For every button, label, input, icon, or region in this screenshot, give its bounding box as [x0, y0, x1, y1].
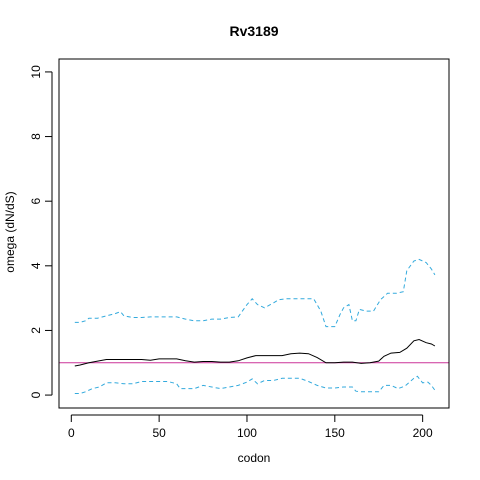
chart-title: Rv3189 [229, 23, 278, 39]
x-tick-label: 200 [413, 426, 433, 440]
plot-area-border [58, 58, 450, 409]
x-tick-label: 100 [237, 426, 257, 440]
y-axis-label: omega (dN/dS) [3, 191, 17, 272]
x-tick-label: 150 [325, 426, 345, 440]
y-tick-label: 4 [29, 262, 43, 269]
series-line-estimate [74, 338, 436, 367]
y-tick-label: 0 [29, 391, 43, 398]
x-tick-label: 0 [68, 426, 75, 440]
y-tick-label: 10 [29, 65, 43, 79]
plot-marks [59, 258, 449, 394]
series-line-lower-bound [74, 375, 436, 394]
series-line-upper-bound [74, 258, 436, 328]
x-tick-label: 50 [152, 426, 166, 440]
x-axis-label: codon [238, 451, 271, 465]
y-tick-label: 2 [29, 327, 43, 334]
y-tick-label: 6 [29, 198, 43, 205]
y-tick-label: 8 [29, 133, 43, 140]
axes: 0 50 100 150 200 0 2 4 6 8 10 [29, 65, 433, 440]
